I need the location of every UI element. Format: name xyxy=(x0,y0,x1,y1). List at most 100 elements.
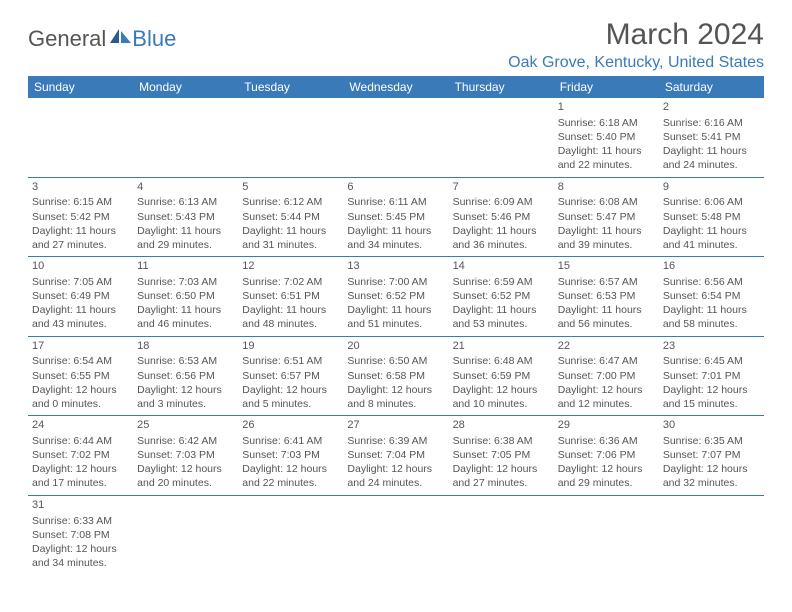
daylight-text: and 22 minutes. xyxy=(242,476,339,490)
day-number: 17 xyxy=(32,339,129,354)
sunset-text: Sunset: 7:04 PM xyxy=(347,448,444,462)
calendar-cell: 3Sunrise: 6:15 AMSunset: 5:42 PMDaylight… xyxy=(28,177,133,257)
daylight-text: and 56 minutes. xyxy=(558,317,655,331)
daylight-text: and 10 minutes. xyxy=(453,397,550,411)
daylight-text: and 36 minutes. xyxy=(453,238,550,252)
daylight-text: Daylight: 11 hours xyxy=(663,224,760,238)
daylight-text: and 24 minutes. xyxy=(663,158,760,172)
sunrise-text: Sunrise: 6:44 AM xyxy=(32,434,129,448)
weekday-header: Wednesday xyxy=(343,76,448,98)
daylight-text: and 32 minutes. xyxy=(663,476,760,490)
calendar-cell: 7Sunrise: 6:09 AMSunset: 5:46 PMDaylight… xyxy=(449,177,554,257)
calendar-cell xyxy=(659,495,764,574)
daylight-text: and 24 minutes. xyxy=(347,476,444,490)
day-number: 30 xyxy=(663,418,760,433)
day-number: 22 xyxy=(558,339,655,354)
calendar-cell: 28Sunrise: 6:38 AMSunset: 7:05 PMDayligh… xyxy=(449,416,554,496)
sunset-text: Sunset: 5:45 PM xyxy=(347,210,444,224)
sunset-text: Sunset: 6:49 PM xyxy=(32,289,129,303)
sunset-text: Sunset: 7:05 PM xyxy=(453,448,550,462)
daylight-text: and 34 minutes. xyxy=(347,238,444,252)
calendar-cell xyxy=(449,495,554,574)
day-number: 10 xyxy=(32,259,129,274)
sunset-text: Sunset: 6:57 PM xyxy=(242,369,339,383)
sunset-text: Sunset: 7:06 PM xyxy=(558,448,655,462)
sunrise-text: Sunrise: 6:12 AM xyxy=(242,195,339,209)
day-number: 19 xyxy=(242,339,339,354)
day-number: 14 xyxy=(453,259,550,274)
calendar-cell: 31Sunrise: 6:33 AMSunset: 7:08 PMDayligh… xyxy=(28,495,133,574)
calendar-cell xyxy=(449,98,554,177)
sunset-text: Sunset: 7:08 PM xyxy=(32,528,129,542)
calendar-cell: 19Sunrise: 6:51 AMSunset: 6:57 PMDayligh… xyxy=(238,336,343,416)
daylight-text: Daylight: 12 hours xyxy=(558,462,655,476)
location: Oak Grove, Kentucky, United States xyxy=(508,54,764,72)
daylight-text: and 12 minutes. xyxy=(558,397,655,411)
daylight-text: Daylight: 12 hours xyxy=(663,462,760,476)
daylight-text: and 20 minutes. xyxy=(137,476,234,490)
daylight-text: and 51 minutes. xyxy=(347,317,444,331)
daylight-text: Daylight: 11 hours xyxy=(663,303,760,317)
daylight-text: and 29 minutes. xyxy=(558,476,655,490)
daylight-text: Daylight: 11 hours xyxy=(137,224,234,238)
day-number: 12 xyxy=(242,259,339,274)
daylight-text: Daylight: 12 hours xyxy=(32,462,129,476)
daylight-text: Daylight: 11 hours xyxy=(453,303,550,317)
calendar-cell: 22Sunrise: 6:47 AMSunset: 7:00 PMDayligh… xyxy=(554,336,659,416)
calendar-cell: 8Sunrise: 6:08 AMSunset: 5:47 PMDaylight… xyxy=(554,177,659,257)
calendar-cell xyxy=(343,495,448,574)
day-number: 24 xyxy=(32,418,129,433)
daylight-text: and 5 minutes. xyxy=(242,397,339,411)
sunrise-text: Sunrise: 6:51 AM xyxy=(242,354,339,368)
sunrise-text: Sunrise: 6:36 AM xyxy=(558,434,655,448)
sunrise-text: Sunrise: 6:08 AM xyxy=(558,195,655,209)
daylight-text: Daylight: 11 hours xyxy=(558,303,655,317)
sunset-text: Sunset: 6:54 PM xyxy=(663,289,760,303)
weekday-header: Thursday xyxy=(449,76,554,98)
sunset-text: Sunset: 7:00 PM xyxy=(558,369,655,383)
calendar-cell: 12Sunrise: 7:02 AMSunset: 6:51 PMDayligh… xyxy=(238,257,343,337)
calendar-cell: 20Sunrise: 6:50 AMSunset: 6:58 PMDayligh… xyxy=(343,336,448,416)
calendar-cell xyxy=(238,98,343,177)
daylight-text: Daylight: 12 hours xyxy=(242,383,339,397)
sunset-text: Sunset: 6:52 PM xyxy=(347,289,444,303)
sunset-text: Sunset: 6:51 PM xyxy=(242,289,339,303)
daylight-text: Daylight: 11 hours xyxy=(453,224,550,238)
sunset-text: Sunset: 6:55 PM xyxy=(32,369,129,383)
sunset-text: Sunset: 6:52 PM xyxy=(453,289,550,303)
daylight-text: and 0 minutes. xyxy=(32,397,129,411)
sunrise-text: Sunrise: 6:16 AM xyxy=(663,116,760,130)
calendar-cell: 6Sunrise: 6:11 AMSunset: 5:45 PMDaylight… xyxy=(343,177,448,257)
sunset-text: Sunset: 6:53 PM xyxy=(558,289,655,303)
calendar-table: Sunday Monday Tuesday Wednesday Thursday… xyxy=(28,76,764,574)
calendar-cell: 24Sunrise: 6:44 AMSunset: 7:02 PMDayligh… xyxy=(28,416,133,496)
daylight-text: Daylight: 11 hours xyxy=(32,224,129,238)
day-number: 18 xyxy=(137,339,234,354)
sail-icon xyxy=(110,29,132,45)
header: General Blue March 2024 Oak Grove, Kentu… xyxy=(28,18,764,72)
daylight-text: Daylight: 11 hours xyxy=(663,144,760,158)
sunset-text: Sunset: 5:47 PM xyxy=(558,210,655,224)
calendar-cell xyxy=(343,98,448,177)
sunrise-text: Sunrise: 6:35 AM xyxy=(663,434,760,448)
daylight-text: Daylight: 12 hours xyxy=(347,383,444,397)
calendar-cell: 17Sunrise: 6:54 AMSunset: 6:55 PMDayligh… xyxy=(28,336,133,416)
logo-text-general: General xyxy=(28,26,106,52)
sunrise-text: Sunrise: 6:38 AM xyxy=(453,434,550,448)
day-number: 31 xyxy=(32,498,129,513)
daylight-text: and 39 minutes. xyxy=(558,238,655,252)
daylight-text: and 46 minutes. xyxy=(137,317,234,331)
daylight-text: Daylight: 11 hours xyxy=(558,144,655,158)
calendar-cell xyxy=(238,495,343,574)
daylight-text: Daylight: 12 hours xyxy=(663,383,760,397)
calendar-row: 10Sunrise: 7:05 AMSunset: 6:49 PM Dayligh… xyxy=(28,257,764,337)
calendar-cell: 25Sunrise: 6:42 AMSunset: 7:03 PMDayligh… xyxy=(133,416,238,496)
sunrise-text: Sunrise: 7:05 AM xyxy=(32,275,129,289)
calendar-cell: 10Sunrise: 7:05 AMSunset: 6:49 PMDayligh… xyxy=(28,257,133,337)
day-number: 25 xyxy=(137,418,234,433)
daylight-text: and 8 minutes. xyxy=(347,397,444,411)
weekday-header: Saturday xyxy=(659,76,764,98)
calendar-row: 31Sunrise: 6:33 AMSunset: 7:08 PMDayligh… xyxy=(28,495,764,574)
daylight-text: Daylight: 12 hours xyxy=(137,383,234,397)
daylight-text: Daylight: 12 hours xyxy=(453,462,550,476)
